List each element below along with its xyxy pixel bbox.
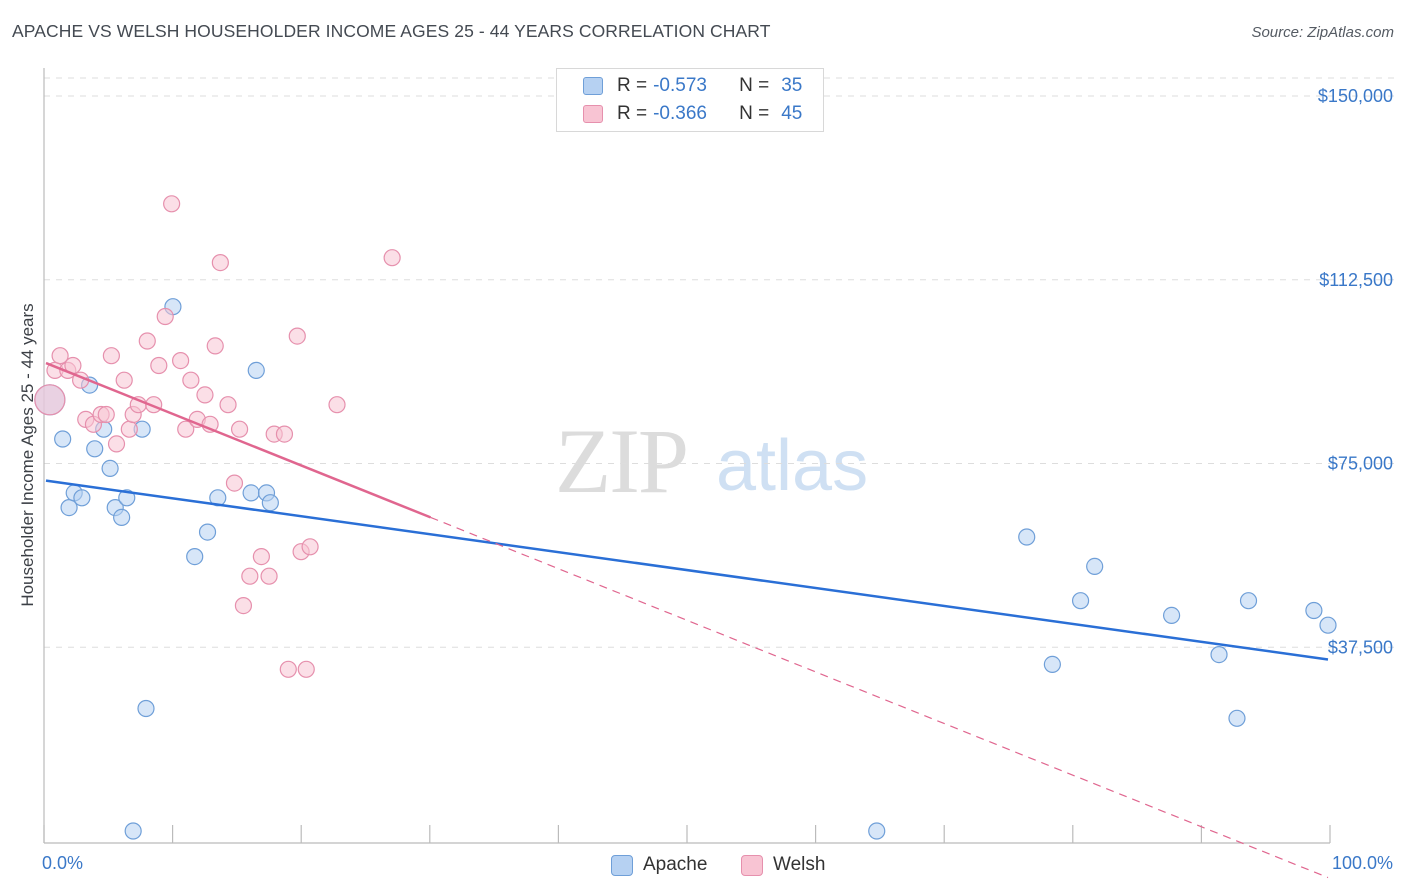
welsh-point — [107, 435, 126, 453]
welsh-point — [297, 660, 315, 678]
source-label: Source: ZipAtlas.com — [1251, 24, 1394, 41]
y-axis-label: Householder Income Ages 25 - 44 years — [18, 303, 37, 607]
welsh-point — [219, 396, 237, 414]
welsh-point — [51, 347, 69, 365]
apache-point — [186, 547, 204, 566]
apache-point — [1043, 655, 1061, 674]
bottom-legend-apache[interactable]: Apache — [611, 852, 707, 878]
apache-swatch — [583, 77, 603, 95]
welsh-point — [163, 195, 181, 213]
apache-point — [198, 523, 217, 541]
bottom-legend-welsh[interactable]: Welsh — [741, 852, 825, 878]
apache-point — [868, 822, 886, 840]
apache-point — [54, 430, 72, 448]
y-tick-label: $150,000 — [1318, 86, 1393, 106]
welsh-point — [97, 405, 115, 424]
welsh-point — [328, 396, 346, 414]
watermark-zip: ZIP — [555, 410, 687, 512]
legend-row-apache: R = -0.573 N = 35 — [583, 74, 802, 98]
chart-title: APACHE VS WELSH HOUSEHOLDER INCOME AGES … — [12, 21, 771, 41]
apache-point — [73, 489, 91, 507]
x-tick-label: 0.0% — [42, 853, 83, 873]
apache-point — [113, 508, 131, 527]
y-tick-label: $112,500 — [1319, 270, 1393, 290]
apache-point — [1228, 709, 1246, 727]
apache-point — [1162, 606, 1181, 625]
welsh-point — [196, 386, 214, 404]
apache-point — [1210, 645, 1228, 664]
r-value: -0.366 — [653, 103, 707, 124]
r-label: R = — [617, 75, 648, 96]
apache-point — [1239, 592, 1258, 610]
welsh-point — [102, 347, 120, 365]
welsh-swatch — [583, 105, 603, 123]
welsh-point — [211, 254, 229, 272]
welsh-point — [234, 596, 253, 615]
apache-swatch — [611, 854, 633, 876]
apache-point — [247, 361, 265, 379]
welsh-point — [177, 420, 195, 438]
correlation-legend: R = -0.573 N = 35 R = -0.366 N = 45 — [556, 68, 824, 132]
n-value: 35 — [781, 75, 803, 96]
welsh-point — [115, 371, 133, 389]
watermark-atlas: atlas — [716, 426, 868, 506]
y-tick-label: $37,500 — [1328, 637, 1393, 657]
apache-point — [1071, 592, 1090, 610]
n-value: 45 — [781, 103, 803, 124]
welsh-point — [206, 337, 224, 355]
apache-legend-label: Apache — [643, 854, 708, 875]
n-label: N = — [739, 75, 770, 96]
apache-point — [137, 699, 155, 718]
welsh-point — [138, 332, 156, 350]
welsh-point — [279, 660, 297, 678]
apache-point — [242, 484, 260, 502]
legend-row-welsh: R = -0.366 N = 45 — [583, 102, 802, 126]
welsh-point — [34, 384, 66, 416]
r-label: R = — [617, 103, 648, 124]
welsh-point — [301, 538, 319, 556]
apache-point — [101, 459, 119, 477]
welsh-point — [241, 567, 259, 585]
welsh-point — [150, 356, 168, 375]
welsh-swatch — [741, 854, 763, 876]
apache-trend-line — [45, 479, 1329, 661]
apache-point — [86, 440, 104, 458]
apache-point — [118, 489, 136, 507]
welsh-point — [230, 420, 249, 438]
x-tick-label: 100.0% — [1332, 853, 1393, 873]
welsh-point — [288, 327, 306, 345]
welsh-point — [156, 307, 174, 326]
welsh-point — [182, 371, 200, 389]
apache-point — [1305, 601, 1323, 620]
apache-point — [1086, 557, 1104, 576]
welsh-point — [120, 420, 138, 438]
welsh-point — [225, 474, 244, 492]
apache-point — [1018, 528, 1036, 546]
n-label: N = — [739, 103, 770, 124]
welsh-trend-extension — [430, 516, 1329, 879]
welsh-point — [275, 425, 294, 443]
welsh-point — [172, 352, 190, 370]
y-tick-label: $75,000 — [1328, 454, 1393, 474]
apache-point — [124, 822, 142, 840]
welsh-point — [383, 249, 401, 267]
apache-point — [261, 494, 279, 512]
welsh-trend-line — [45, 361, 432, 519]
welsh-point — [252, 547, 270, 566]
apache-point — [1319, 616, 1337, 634]
r-value: -0.573 — [653, 75, 707, 96]
welsh-point — [260, 567, 278, 585]
welsh-legend-label: Welsh — [773, 854, 826, 875]
